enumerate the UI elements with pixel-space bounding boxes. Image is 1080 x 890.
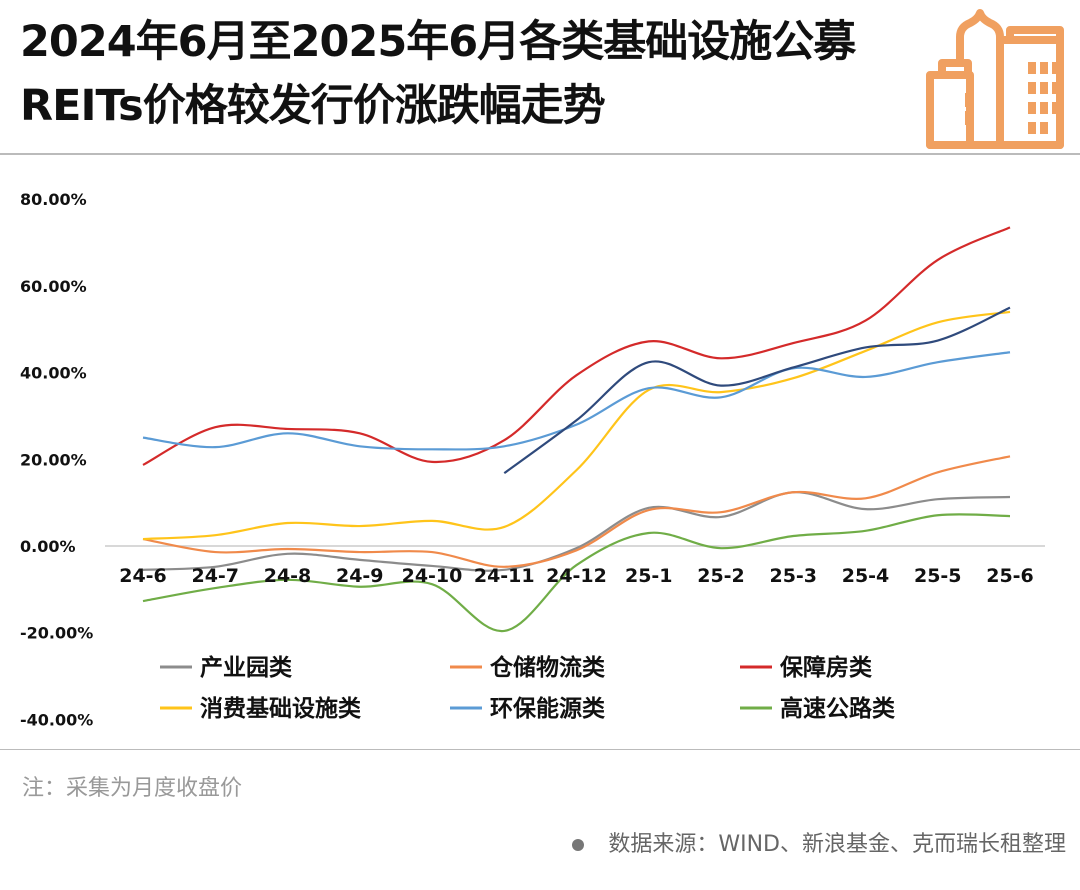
x-tick-label: 25-6 <box>986 565 1034 587</box>
legend-label: 产业园类 <box>200 654 292 681</box>
footnote: 注：采集为月度收盘价 <box>22 776 243 801</box>
divider <box>0 749 1080 750</box>
line-chart: 80.00% 60.00% 40.00% 20.00% 0.00% -20.00% -40.… <box>20 190 1045 729</box>
data-source: 数据来源：WIND、新浪基金、克而瑞长租整理 <box>572 826 1066 858</box>
x-tick-label: 24-9 <box>336 565 384 587</box>
x-tick-label: 24-6 <box>119 565 167 587</box>
x-tick-label: 25-4 <box>842 565 890 587</box>
x-tick-label: 24-10 <box>402 565 463 587</box>
y-tick-label: 80.00% <box>20 190 87 209</box>
x-tick-label: 24-8 <box>264 565 312 587</box>
series-line-4 <box>142 351 1011 451</box>
legend-label: 消费基础设施类 <box>200 695 361 722</box>
city-buildings-icon <box>926 9 1064 149</box>
x-tick-label: 24-11 <box>474 565 535 587</box>
legend-label: 保障房类 <box>779 654 872 681</box>
y-tick-label: 20.00% <box>20 450 87 469</box>
bullet-icon <box>572 839 585 851</box>
page-title: 2024年6月至2025年6月各类基础设施公募REITs价格较发行价涨跌幅走势 <box>20 17 856 131</box>
x-tick-label: 24-12 <box>546 565 607 587</box>
y-tick-label: -40.00% <box>20 710 93 729</box>
legend-label: 环保能源类 <box>490 695 605 722</box>
series-line-3 <box>142 310 1011 541</box>
data-source-text: 数据来源：WIND、新浪基金、克而瑞长租整理 <box>608 832 1066 857</box>
series-line-6 <box>503 306 1011 475</box>
x-tick-label: 25-1 <box>625 565 673 587</box>
divider <box>0 153 1080 155</box>
x-tick-label: 24-7 <box>191 565 239 587</box>
x-tick-label: 25-2 <box>697 565 745 587</box>
series-line-5 <box>142 513 1011 633</box>
y-tick-label: 40.00% <box>20 364 87 383</box>
series-line-1 <box>142 455 1011 568</box>
x-tick-label: 25-5 <box>914 565 962 587</box>
series-line-2 <box>142 226 1011 466</box>
y-tick-label: 60.00% <box>20 277 87 296</box>
x-tick-label: 25-3 <box>769 565 817 587</box>
y-tick-label: -20.00% <box>20 624 93 643</box>
legend-label: 高速公路类 <box>780 695 895 722</box>
legend-label: 仓储物流类 <box>489 654 605 681</box>
y-tick-label: 0.00% <box>20 537 76 556</box>
series-line-0 <box>142 491 1011 572</box>
